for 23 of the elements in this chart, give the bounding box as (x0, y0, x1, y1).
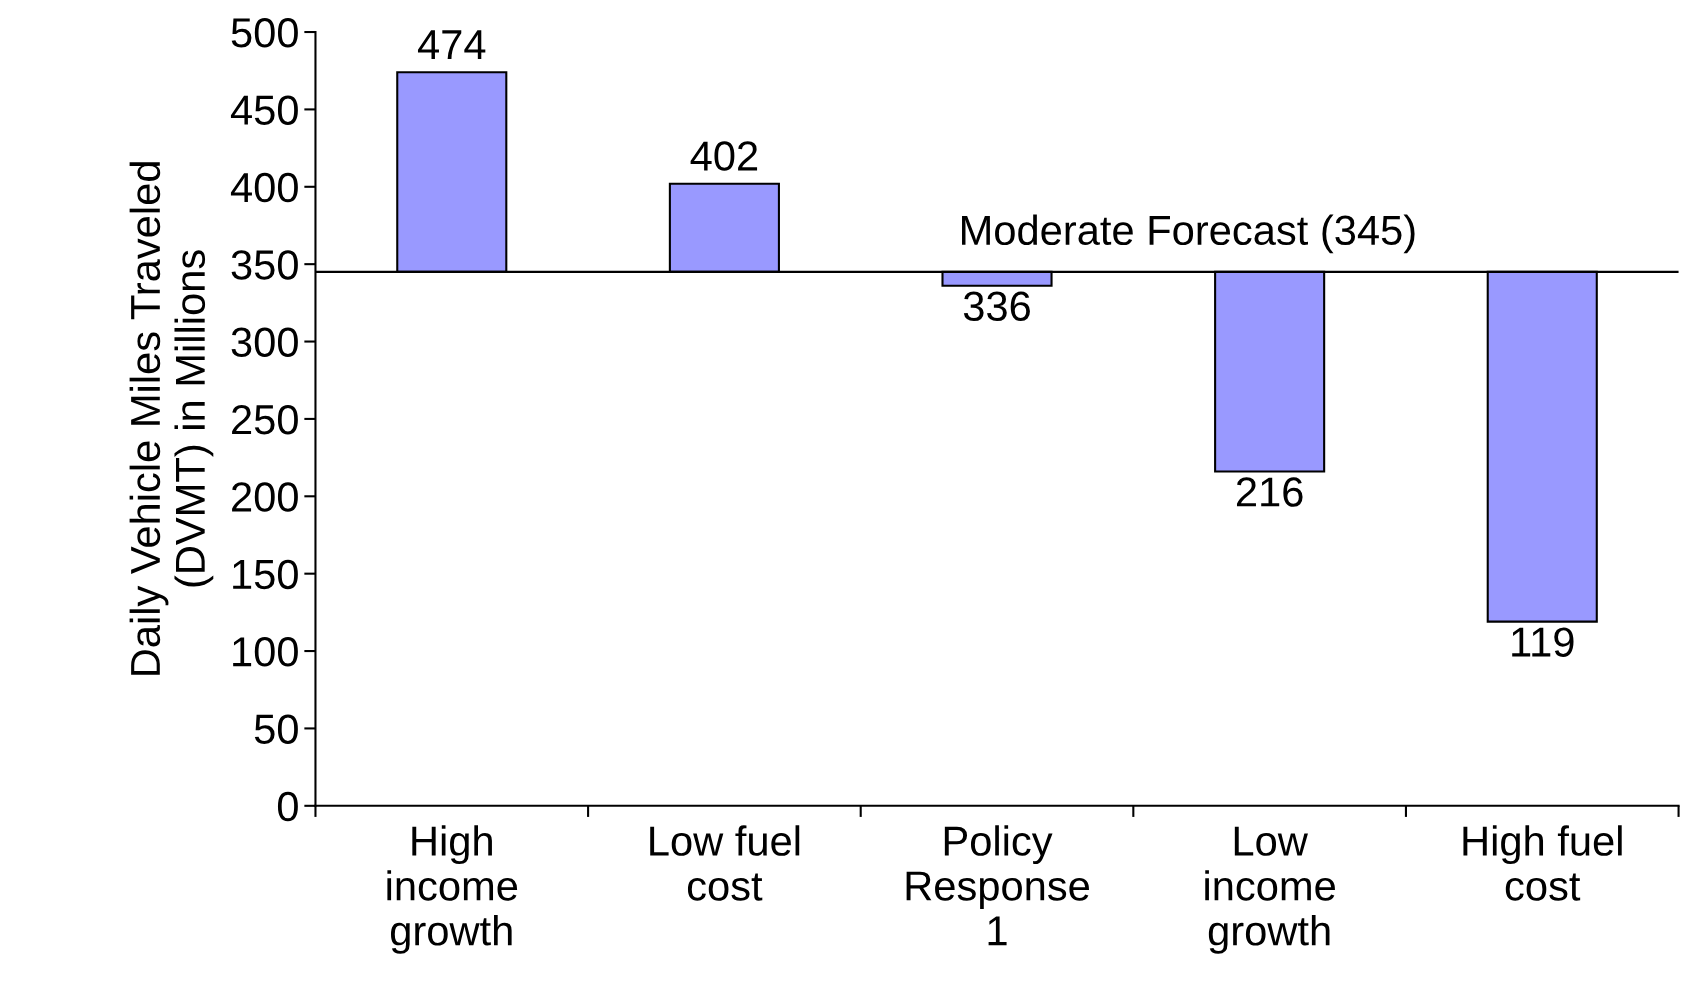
y-tick-label: 0 (277, 791, 298, 822)
y-tick-label: 50 (254, 714, 298, 744)
y-tick-label: 500 (231, 18, 298, 48)
y-tick-label: 300 (231, 327, 298, 358)
ref-line-label: Moderate Forecast (345) (962, 214, 1415, 254)
x-tick-label: High income growth (387, 825, 518, 954)
data-label: 402 (690, 141, 758, 171)
y-tick-label: 450 (230, 95, 298, 125)
data-label: 336 (963, 291, 1030, 322)
data-label: 474 (417, 30, 486, 59)
x-tick-label: High fuel cost (1463, 825, 1622, 901)
y-tick-label: 250 (232, 404, 298, 435)
y-tick-label: 100 (233, 637, 298, 667)
data-label: 119 (1512, 627, 1574, 657)
data-label: 216 (1236, 477, 1303, 507)
y-axis-title: Daily Vehicle Miles Traveled (DVMT) in Millions (129, 162, 214, 675)
y-tick-label: 200 (232, 482, 298, 512)
y-tick-label: 350 (231, 250, 298, 280)
x-tick-label: Low fuel cost (650, 825, 800, 901)
y-tick-label: 150 (233, 559, 298, 590)
y-tick-label: 400 (230, 172, 298, 203)
x-tick-label: Low income growth (1205, 826, 1335, 954)
x-tick-label: Policy Response 1 (906, 825, 1089, 946)
